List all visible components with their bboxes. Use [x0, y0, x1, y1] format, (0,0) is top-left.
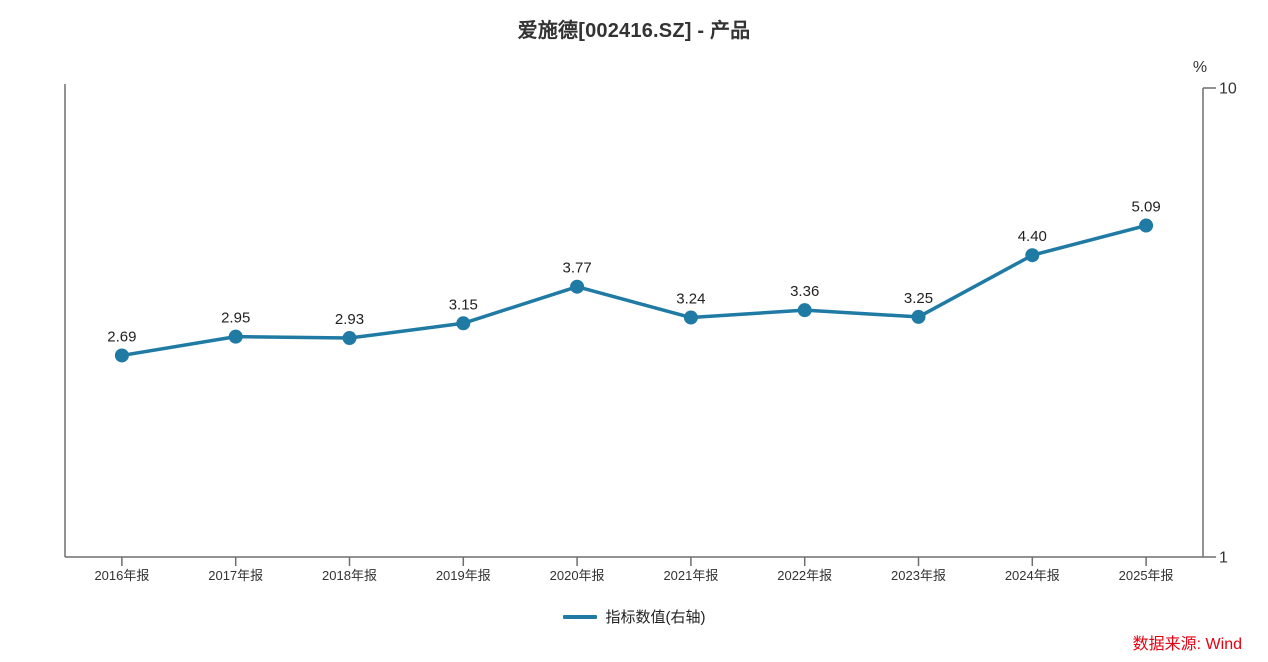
- legend-line-swatch: [562, 614, 597, 619]
- right-axis-tick-label: 1: [1219, 550, 1228, 567]
- data-point-label: 3.77: [562, 260, 591, 277]
- x-tick-label: 2023年报: [891, 568, 946, 583]
- data-point: [228, 329, 243, 344]
- data-source-note: 数据来源: Wind: [1132, 636, 1242, 653]
- data-point: [911, 309, 926, 324]
- data-point: [1139, 218, 1154, 233]
- data-point: [114, 348, 129, 363]
- series-line: [120, 223, 1148, 358]
- legend: 指标数值(右轴): [0, 606, 1268, 627]
- x-tick-label: 2025年报: [1119, 568, 1174, 583]
- right-axis-tick-label: 10: [1219, 81, 1237, 98]
- data-point-label: 5.09: [1131, 199, 1160, 216]
- legend-series-label: 指标数值(右轴): [605, 609, 706, 626]
- data-point: [683, 310, 698, 325]
- data-point: [1025, 248, 1040, 263]
- x-tick-label: 2022年报: [777, 568, 832, 583]
- right-axis-unit-label: %: [1193, 59, 1207, 76]
- data-point-label: 3.15: [449, 296, 478, 313]
- x-tick-label: 2016年报: [94, 568, 149, 583]
- x-tick-label: 2017年报: [208, 568, 263, 583]
- data-point-label: 4.40: [1018, 228, 1047, 245]
- data-point: [797, 303, 812, 318]
- data-point: [456, 316, 471, 331]
- data-point-label: 3.24: [676, 291, 705, 308]
- data-point-label: 2.95: [221, 310, 250, 327]
- chart-title: 爱施德[002416.SZ] - 产品: [517, 20, 751, 42]
- data-point-label: 2.93: [335, 311, 364, 328]
- data-point: [342, 331, 357, 346]
- x-tick-label: 2020年报: [550, 568, 605, 583]
- data-point: [570, 279, 585, 294]
- x-tick-label: 2021年报: [663, 568, 718, 583]
- data-point-label: 3.36: [790, 283, 819, 300]
- x-tick-label: 2018年报: [322, 568, 377, 583]
- data-point-label: 2.69: [107, 328, 136, 345]
- x-tick-label: 2019年报: [436, 568, 491, 583]
- x-tick-label: 2024年报: [1005, 568, 1060, 583]
- data-point-label: 3.25: [904, 290, 933, 307]
